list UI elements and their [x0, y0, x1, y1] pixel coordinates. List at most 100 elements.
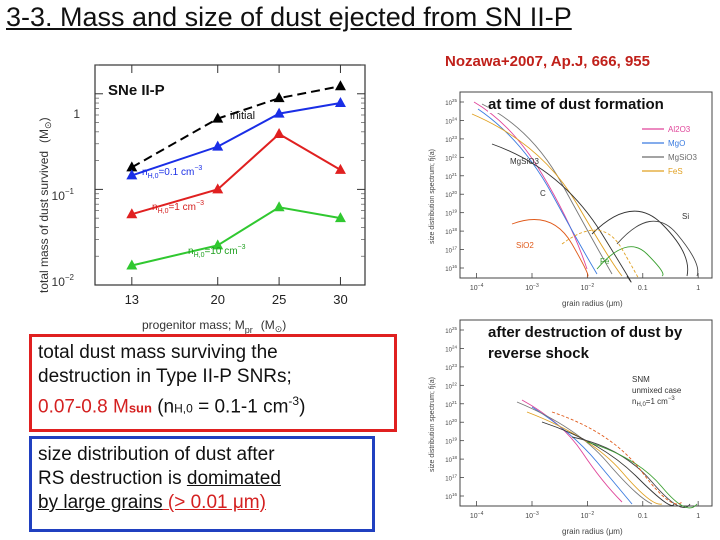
mass-point [212, 112, 224, 123]
after-xlabel: grain radius (μm) [562, 527, 623, 536]
mass-ytick-label: 1 [73, 107, 80, 121]
size-curve [551, 411, 683, 505]
mass-xtick-label: 13 [125, 292, 139, 307]
size-ytick-label: 1020 [445, 190, 457, 199]
mass-point [126, 208, 138, 219]
label-n1: nH,0=1 cm−3 [152, 200, 204, 215]
legend-mgsio3: MgSiO3 [668, 153, 697, 162]
annotation-unmixed: unmixed case [632, 386, 682, 395]
mass-xtick-label: 25 [272, 292, 286, 307]
mass-xtick-label: 30 [333, 292, 347, 307]
size-curve [571, 436, 691, 508]
size-xtick-label: 10−2 [581, 283, 595, 292]
size-summary-box: size distribution of dust after RS destr… [29, 436, 375, 532]
citation: Nozawa+2007, Ap.J, 666, 955 [445, 53, 650, 70]
formation-frame [459, 91, 713, 279]
mass-ylabel: total mass of dust survived(M⊙) [37, 117, 53, 293]
mass-point [273, 201, 285, 212]
mass-point [126, 259, 138, 270]
size-curve [477, 108, 598, 275]
size-curve [491, 143, 632, 283]
mass-point [273, 127, 285, 138]
curve-label-mgsio3: MgSiO3 [510, 157, 539, 166]
size-summary-line2: RS destruction is domimated [38, 468, 281, 489]
mass-ytick-label: 10−2 [52, 273, 75, 289]
size-summary-line1: size distribution of dust after [38, 444, 275, 465]
size-xtick-label: 10−3 [525, 511, 539, 520]
formation-xticklabels: 10−4 10−3 10−2 0.1 1 [470, 283, 700, 292]
mass-series-line [131, 85, 341, 169]
size-ytick-label: 1016 [445, 264, 457, 273]
size-ytick-label: 1020 [445, 418, 457, 427]
curve-label-sio2: SiO2 [516, 241, 534, 250]
mass-point [126, 169, 138, 180]
mass-point [334, 80, 346, 91]
mass-range-sub: sun [128, 400, 152, 416]
after-annotation: SNM unmixed case nH,0=1 cm−3 [632, 375, 682, 408]
mass-point [212, 140, 224, 151]
after-title: after destruction of dust by reverse sho… [488, 322, 708, 364]
mass-point [273, 92, 285, 103]
size-ytick-label: 1019 [445, 209, 457, 218]
size-ytick-label: 1017 [445, 246, 457, 255]
mass-point [334, 163, 346, 174]
after-curves [516, 399, 698, 509]
mass-summary-line2: destruction in Type II-P SNRs; [38, 366, 292, 387]
size-curve [531, 406, 633, 505]
size-threshold: (> 0.01 μm) [162, 492, 266, 513]
density-open: (n [151, 396, 175, 418]
annotation-density: nH,0=1 cm−3 [632, 396, 675, 408]
formation-xlabel: grain radius (μm) [562, 299, 623, 308]
size-curve [561, 229, 639, 278]
size-curve [511, 219, 589, 277]
legend-mgo: MgO [668, 139, 685, 148]
after-yticklabels: 1025 1024 1023 1022 1021 1020 1019 1018 1017 1016 [445, 326, 457, 501]
size-xtick-label: 10−4 [470, 511, 484, 520]
size-curve [516, 401, 653, 505]
label-initial: initial [230, 110, 255, 122]
mass-summary-line1: total dust mass surviving the [38, 342, 278, 363]
mass-chart: 1 10−1 10−2 13 20 25 30 progenitor mass;… [37, 64, 366, 335]
mass-summary-line3: 0.07-0.8 Msun (nH,0 = 0.1-1 cm-3) [38, 389, 388, 420]
mass-series-line [131, 132, 341, 216]
size-ytick-label: 1024 [445, 116, 457, 125]
sne-label: SNe II-P [108, 82, 165, 99]
after-ticks [460, 329, 699, 506]
curve-label-c: C [540, 189, 546, 198]
label-n01: nH,0=0.1 cm−3 [142, 165, 202, 180]
size-ytick-label: 1019 [445, 437, 457, 446]
size-curve [481, 103, 613, 275]
annotation-snm: SNM [632, 375, 650, 384]
size-ytick-label: 1017 [445, 474, 457, 483]
formation-title: at time of dust formation [488, 96, 664, 113]
size-curve [541, 421, 675, 506]
formation-yticklabels: 1025 1024 1023 1022 1021 1020 1019 1018 1017 1016 [445, 98, 457, 273]
size-curve [596, 246, 664, 277]
legend-al2o3: Al2O3 [668, 125, 691, 134]
size-ytick-label: 1016 [445, 492, 457, 501]
size-xtick-label: 1 [696, 513, 700, 520]
mass-series-line [131, 102, 341, 177]
mass-chart-markers [126, 80, 346, 270]
formation-legend: Al2O3 MgO MgSiO3 FeS [642, 125, 697, 176]
size-ytick-label: 1024 [445, 344, 457, 353]
label-n10: nH,0=10 cm−3 [188, 244, 246, 259]
size-xtick-label: 0.1 [638, 513, 648, 520]
size-curve [616, 220, 699, 277]
mass-chart-series [131, 85, 341, 267]
slide-title: 3-3. Mass and size of dust ejected from … [6, 2, 572, 32]
size-ytick-label: 1025 [445, 98, 457, 107]
size-curve [521, 399, 623, 503]
formation-ticks [460, 101, 699, 278]
mass-point [126, 161, 138, 172]
density-close: ) [299, 396, 306, 418]
size-ytick-label: 1022 [445, 153, 457, 162]
size-curve [473, 101, 588, 270]
mass-chart-ticks [95, 64, 365, 286]
size-ytick-label: 1023 [445, 363, 457, 372]
formation-curves [471, 101, 699, 283]
size-ytick-label: 1018 [445, 455, 457, 464]
mass-point [334, 97, 346, 108]
size-curve [526, 411, 663, 505]
mass-point [334, 212, 346, 223]
